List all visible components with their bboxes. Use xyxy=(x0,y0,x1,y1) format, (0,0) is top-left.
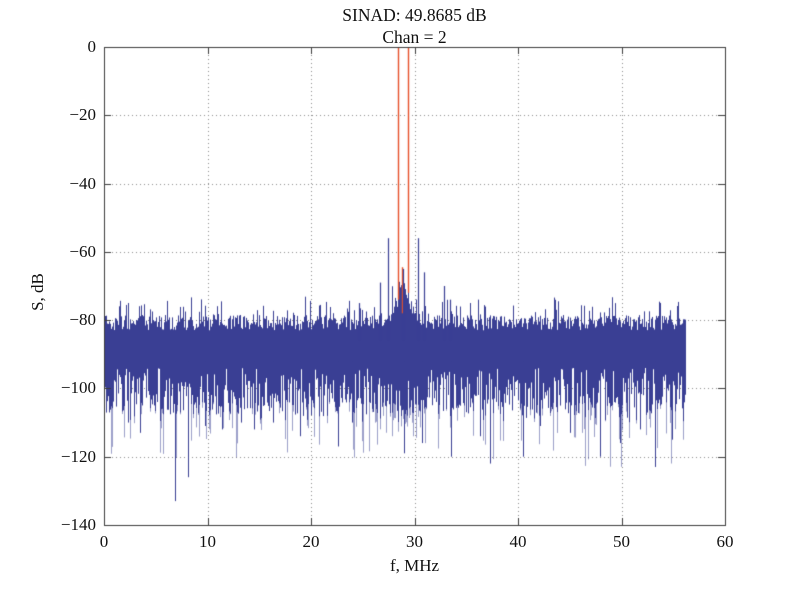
x-tick-label: 50 xyxy=(613,532,630,551)
y-tick-label: −40 xyxy=(69,173,96,193)
x-tick-label: 30 xyxy=(406,532,423,551)
y-tick-label: −60 xyxy=(69,241,96,261)
plot-title-channel: Chan = 2 xyxy=(382,27,447,47)
plot-title-sinad: SINAD: 49.8685 dB xyxy=(342,5,487,25)
y-tick-label: −80 xyxy=(69,310,96,330)
x-tick-label: 40 xyxy=(509,532,527,551)
y-tick-label: −100 xyxy=(60,378,96,398)
y-tick-label: 0 xyxy=(87,37,97,56)
y-tick-label: −120 xyxy=(60,446,96,466)
x-axis-label: f, MHz xyxy=(389,556,440,575)
x-tick-label: 0 xyxy=(99,532,109,551)
y-tick-label: −20 xyxy=(69,105,96,125)
x-tick-label: 60 xyxy=(716,532,734,551)
y-axis-label: S, dB xyxy=(28,273,47,311)
x-tick-label: 10 xyxy=(199,532,216,551)
x-tick-label: 20 xyxy=(302,532,320,551)
y-tick-label: −140 xyxy=(60,515,96,534)
